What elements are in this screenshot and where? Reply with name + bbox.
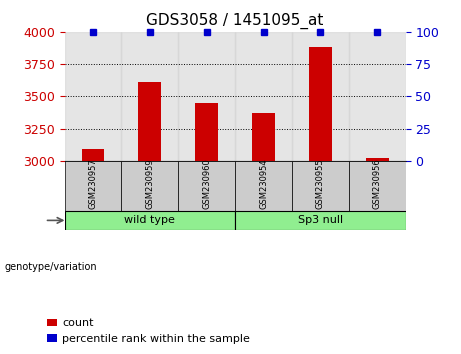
Bar bbox=[121, 161, 178, 211]
Bar bbox=[121, 32, 178, 161]
Bar bbox=[235, 211, 406, 230]
Text: GSM230957: GSM230957 bbox=[89, 158, 97, 209]
Bar bbox=[65, 32, 121, 161]
Bar bbox=[292, 32, 349, 161]
Bar bbox=[309, 47, 332, 354]
Bar bbox=[366, 158, 389, 354]
Bar bbox=[195, 103, 218, 354]
Text: GSM230956: GSM230956 bbox=[373, 158, 382, 209]
Bar bbox=[178, 161, 235, 211]
Legend: count, percentile rank within the sample: count, percentile rank within the sample bbox=[42, 314, 255, 348]
Title: GDS3058 / 1451095_at: GDS3058 / 1451095_at bbox=[147, 13, 324, 29]
Text: GSM230959: GSM230959 bbox=[145, 158, 154, 209]
Bar bbox=[349, 32, 406, 161]
Bar bbox=[178, 32, 235, 161]
Text: Sp3 null: Sp3 null bbox=[298, 215, 343, 225]
Bar bbox=[65, 211, 235, 230]
Text: GSM230955: GSM230955 bbox=[316, 158, 325, 209]
Text: wild type: wild type bbox=[124, 215, 175, 225]
Bar bbox=[235, 161, 292, 211]
Text: genotype/variation: genotype/variation bbox=[5, 262, 97, 272]
Bar bbox=[252, 113, 275, 354]
Bar bbox=[138, 82, 161, 354]
Text: GSM230954: GSM230954 bbox=[259, 158, 268, 209]
Text: GSM230960: GSM230960 bbox=[202, 158, 211, 209]
Bar bbox=[349, 161, 406, 211]
Bar bbox=[235, 32, 292, 161]
Bar bbox=[292, 161, 349, 211]
Bar bbox=[65, 161, 121, 211]
Bar bbox=[82, 149, 104, 354]
